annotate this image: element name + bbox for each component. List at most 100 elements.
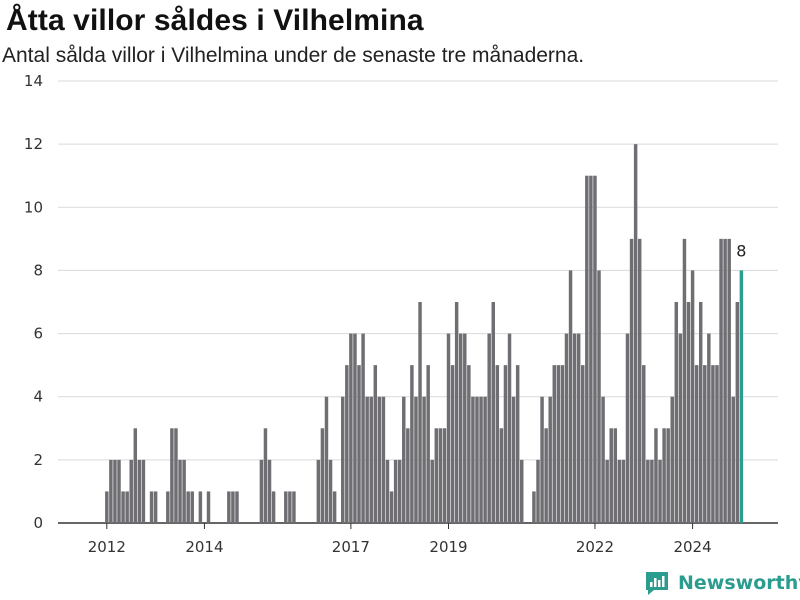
bar [629, 238, 634, 524]
bar [345, 365, 349, 523]
y-axis-ticks: 0 2 4 6 8 10 12 14 [24, 72, 43, 532]
bar [320, 428, 325, 523]
bar [495, 365, 500, 523]
bar [670, 396, 674, 523]
bar [735, 302, 740, 523]
bar [206, 491, 211, 523]
y-tick-label: 12 [24, 135, 43, 153]
y-tick-label: 0 [33, 514, 43, 532]
bar [642, 365, 646, 523]
newsworthy-icon [646, 572, 668, 595]
bar [324, 396, 329, 523]
bar [166, 491, 170, 523]
bar [613, 428, 618, 523]
bar [406, 428, 410, 523]
bar [381, 396, 386, 523]
bar [662, 428, 666, 523]
y-tick-label: 14 [24, 72, 43, 90]
bar [532, 491, 536, 523]
bar [267, 459, 272, 523]
bar [589, 175, 593, 523]
bar [625, 333, 630, 523]
bar [109, 459, 113, 523]
bar [621, 459, 626, 523]
bar [377, 396, 382, 523]
bar [678, 333, 683, 523]
y-tick-label: 4 [33, 388, 43, 406]
bar [637, 238, 642, 524]
bar [349, 333, 353, 523]
bar [475, 396, 479, 523]
bar [418, 302, 422, 523]
bar [609, 428, 613, 523]
bar [568, 270, 573, 523]
bar [572, 333, 577, 523]
bar [332, 491, 337, 523]
bar [581, 365, 585, 523]
bar [694, 365, 699, 523]
bar [650, 459, 654, 523]
bar [536, 459, 540, 523]
bar [731, 396, 735, 523]
bar [540, 396, 544, 523]
bar [605, 459, 609, 523]
bar [263, 428, 268, 523]
bar [361, 333, 365, 523]
bar [186, 491, 190, 523]
bar [178, 459, 182, 523]
bar [585, 175, 589, 523]
chart-title: Åtta villor såldes i Vilhelmina [6, 4, 424, 37]
bar [174, 428, 178, 523]
bar [182, 459, 186, 523]
bar [515, 365, 520, 523]
bar [450, 365, 455, 523]
bar [442, 428, 447, 523]
bar [141, 459, 146, 523]
bar [385, 459, 390, 523]
bar [511, 396, 516, 523]
bar [560, 365, 565, 523]
bar [503, 365, 508, 523]
bar-highlight [739, 270, 744, 523]
gridlines [58, 80, 778, 524]
bar [601, 396, 605, 523]
bar [682, 238, 687, 524]
bar [544, 428, 548, 523]
bar [125, 491, 129, 523]
bar [707, 333, 711, 523]
bar [467, 365, 471, 523]
bar [422, 396, 426, 523]
bar [711, 365, 715, 523]
bar [430, 459, 434, 523]
bar [690, 270, 695, 523]
bar [393, 459, 398, 523]
y-tick-label: 6 [33, 325, 43, 343]
bar [499, 428, 504, 523]
bar [170, 428, 174, 523]
bar [715, 365, 719, 523]
bar [487, 333, 491, 523]
last-value-label: 8 [736, 241, 746, 260]
bar [471, 396, 475, 523]
bar [552, 365, 557, 523]
bar [519, 459, 524, 523]
bar [576, 333, 581, 523]
bar [227, 491, 231, 523]
bar [438, 428, 443, 523]
bar [479, 396, 483, 523]
bar [369, 396, 373, 523]
bar [434, 428, 439, 523]
bar [129, 459, 133, 523]
bar [402, 396, 406, 523]
bar [357, 365, 361, 523]
bar [271, 491, 276, 523]
x-tick-label: 2017 [332, 538, 370, 556]
newsworthy-logo[interactable]: Newsworthy [644, 570, 800, 596]
bar [389, 491, 394, 523]
bar [719, 238, 723, 524]
bar [288, 491, 292, 523]
bar [491, 302, 495, 523]
bar [397, 459, 402, 523]
y-tick-label: 2 [33, 451, 43, 469]
bar [633, 144, 638, 523]
